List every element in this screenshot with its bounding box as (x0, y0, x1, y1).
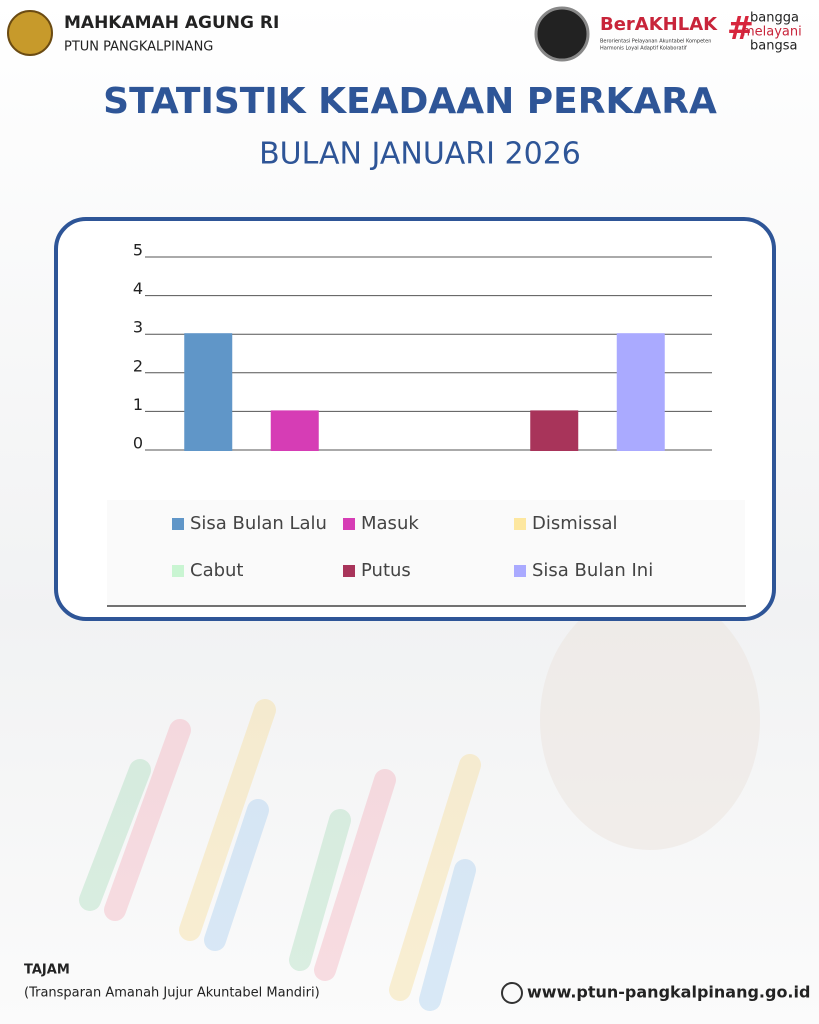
y-tick-label: 0 (133, 434, 143, 453)
slogan: melayani (742, 25, 802, 40)
legend-box (107, 500, 745, 606)
legend-swatch (343, 565, 355, 577)
chart-title: STATISTIK KEADAAN PERKARA (103, 81, 717, 122)
y-tick-label: 1 (133, 395, 143, 414)
decor-bars (79, 699, 481, 1011)
legend-swatch (172, 518, 184, 530)
y-tick-label: 4 (133, 279, 143, 298)
legend-swatch (343, 518, 355, 530)
decor-hand (540, 590, 760, 850)
motto-long: (Transparan Amanah Jujur Akuntabel Mandi… (24, 986, 320, 1001)
logo-kemenpan (534, 6, 590, 62)
y-tick-label: 3 (133, 318, 143, 337)
legend-swatch (172, 565, 184, 577)
bar (616, 333, 665, 452)
bar (270, 410, 319, 451)
legend-label: Sisa Bulan Lalu (190, 513, 327, 534)
chart-subtitle: BULAN JANUARI 2026 (259, 137, 581, 172)
org: MAHKAMAH AGUNG RI (64, 13, 279, 33)
legend-label: Sisa Bulan Ini (532, 560, 653, 581)
y-tick-label: 2 (133, 356, 143, 375)
logo-ma (7, 10, 53, 56)
slogan: bangga (750, 11, 799, 26)
legend-label: Cabut (190, 560, 244, 581)
unit: PTUN PANGKALPINANG (64, 40, 213, 55)
legend-swatch (514, 518, 526, 530)
y-tick-label: 5 (133, 241, 143, 260)
brand-tagline: Berorientasi Pelayanan Akuntabel Kompete… (600, 39, 711, 45)
bar (530, 410, 579, 451)
hash-icon: # (727, 9, 754, 47)
bar (184, 333, 233, 452)
slogan: bangsa (750, 39, 797, 54)
legend-label: Masuk (361, 513, 419, 534)
legend-swatch (514, 565, 526, 577)
website: www.ptun-pangkalpinang.go.id (527, 983, 810, 1002)
motto: TAJAM (24, 963, 70, 978)
brand-tagline: Harmonis Loyal Adaptif Kolaboratif (600, 46, 687, 52)
globe-icon (501, 982, 523, 1004)
brand: BerAKHLAK (600, 14, 718, 35)
legend-label: Putus (361, 560, 411, 581)
legend-label: Dismissal (532, 513, 618, 534)
